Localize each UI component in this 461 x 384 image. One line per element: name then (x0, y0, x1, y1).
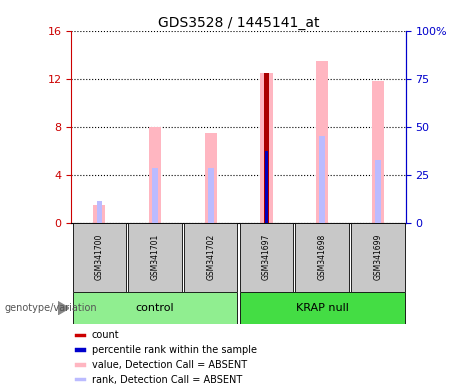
Bar (152, 167, 158, 223)
Bar (319, 136, 325, 223)
Bar (265, 151, 268, 223)
Bar (75, 334, 87, 337)
Bar (184, 223, 237, 292)
Text: value, Detection Call = ABSENT: value, Detection Call = ABSENT (91, 360, 247, 370)
Bar (351, 223, 405, 292)
Bar (75, 378, 87, 381)
Text: GSM341700: GSM341700 (95, 234, 104, 280)
Bar (72, 223, 126, 292)
Bar (240, 223, 293, 292)
Text: percentile rank within the sample: percentile rank within the sample (91, 345, 256, 355)
Bar (372, 81, 384, 223)
Bar (375, 161, 381, 223)
Title: GDS3528 / 1445141_at: GDS3528 / 1445141_at (158, 16, 319, 30)
Bar (264, 148, 269, 223)
Bar (264, 73, 269, 223)
Text: rank, Detection Call = ABSENT: rank, Detection Call = ABSENT (91, 375, 242, 384)
Bar (240, 292, 405, 324)
Bar (75, 363, 87, 367)
Bar (205, 133, 217, 223)
Text: GSM341702: GSM341702 (206, 234, 215, 280)
Bar (96, 201, 102, 223)
Text: GSM341699: GSM341699 (373, 234, 382, 280)
Polygon shape (58, 301, 69, 315)
Text: genotype/variation: genotype/variation (5, 303, 97, 313)
Bar (75, 348, 87, 352)
Bar (316, 61, 328, 223)
Bar (72, 292, 237, 324)
Text: GSM341698: GSM341698 (318, 234, 327, 280)
Bar (93, 205, 106, 223)
Text: GSM341701: GSM341701 (150, 234, 160, 280)
Text: KRAP null: KRAP null (296, 303, 349, 313)
Bar (260, 73, 272, 223)
Text: GSM341697: GSM341697 (262, 234, 271, 280)
Bar (296, 223, 349, 292)
Bar (149, 127, 161, 223)
Text: count: count (91, 330, 119, 340)
Text: control: control (136, 303, 174, 313)
Bar (128, 223, 182, 292)
Bar (208, 167, 213, 223)
